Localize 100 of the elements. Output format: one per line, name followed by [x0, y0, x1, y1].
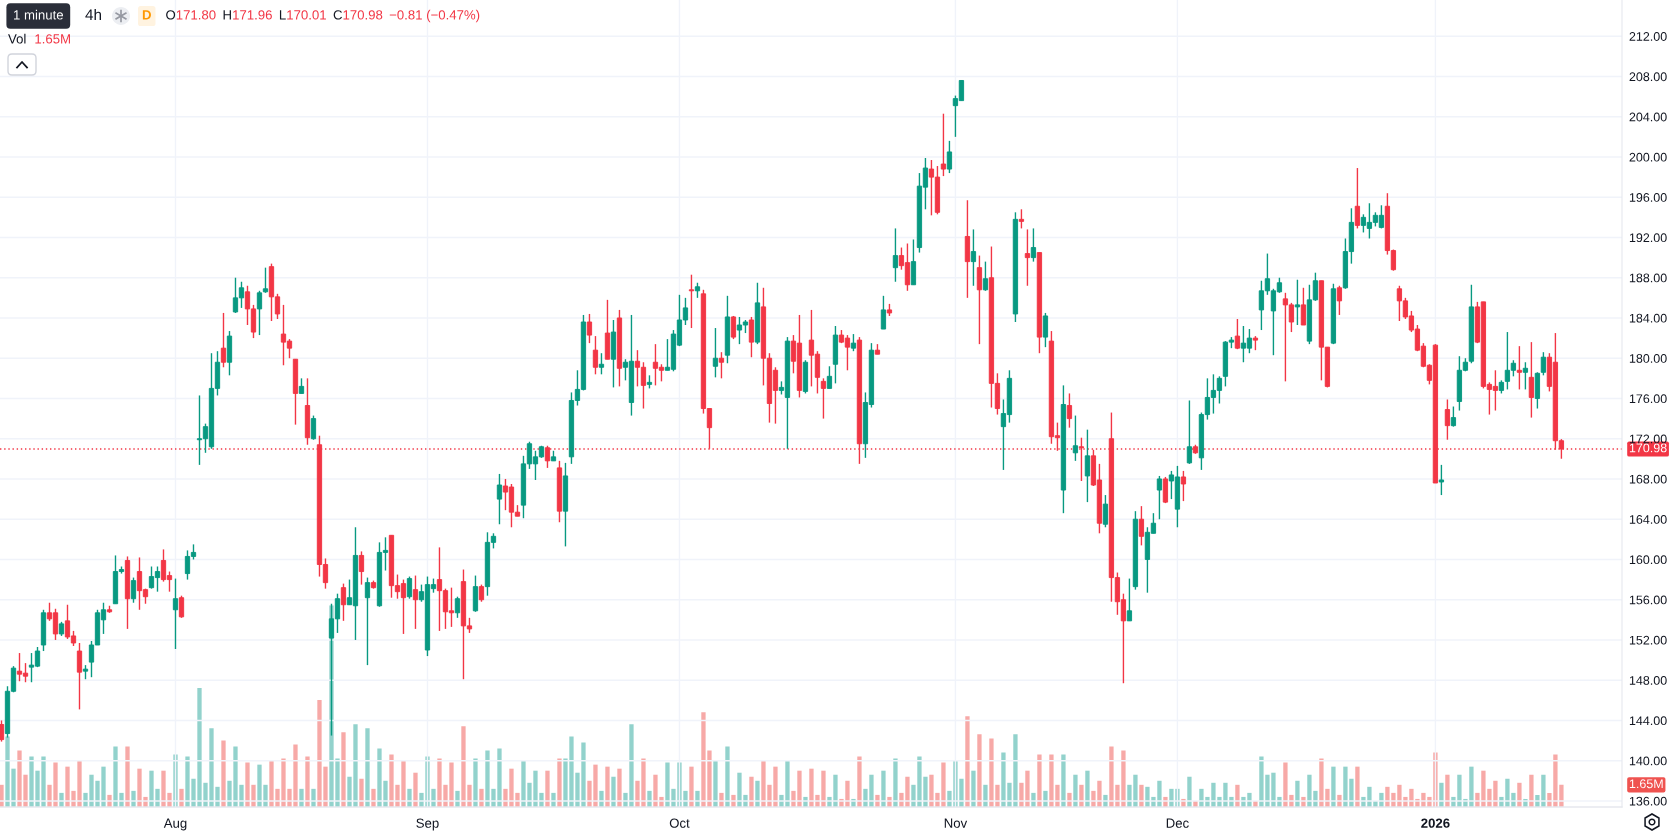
candlestick [1234, 318, 1241, 350]
annotation: 171.80 [176, 10, 216, 20]
annotation: 1 minute [14, 9, 64, 20]
x-tick-label: Aug [163, 818, 187, 831]
y-tick-label: 212.00 [1629, 32, 1667, 41]
candlestick [820, 377, 827, 420]
y-tick-label: 164.00 [1629, 515, 1667, 524]
candlestick [1138, 505, 1145, 547]
x-tick-label: Sep [416, 818, 439, 831]
x-tick-label: Nov [944, 818, 968, 828]
candlestick [1024, 228, 1031, 287]
annotation: D [142, 10, 151, 20]
y-tick-label: 136.00 [1629, 796, 1667, 806]
candlestick [1102, 494, 1109, 528]
x-tick-label: 2026 [1421, 818, 1450, 828]
candlestick [1294, 279, 1301, 326]
bar [59, 792, 64, 807]
candlestick [1450, 405, 1457, 428]
bar [695, 790, 700, 807]
bar [413, 772, 418, 807]
candlestick [1072, 414, 1079, 462]
candlestick [262, 266, 269, 294]
candlestick [592, 335, 599, 376]
y-tick-label: 144.00 [1629, 716, 1667, 726]
bar [305, 756, 310, 807]
bar [893, 758, 898, 807]
candlestick [1540, 351, 1547, 377]
candlestick [76, 642, 83, 711]
bar [1139, 784, 1144, 807]
bar [1031, 792, 1036, 807]
candlestick [1336, 285, 1343, 316]
candlestick [880, 295, 887, 330]
bar [605, 766, 610, 807]
y-tick-label: 160.00 [1629, 555, 1667, 565]
candlestick [454, 596, 461, 619]
annotation: L [279, 10, 286, 20]
bar [455, 790, 460, 807]
candlestick [256, 290, 263, 336]
candlestick [688, 274, 695, 329]
y-tick-label: 152.00 [1629, 635, 1667, 645]
y-tick-label: 188.00 [1629, 273, 1667, 283]
bar [749, 776, 754, 807]
y-tick-label: 200.00 [1629, 152, 1667, 162]
bar [1295, 780, 1300, 807]
candlestick [598, 352, 605, 376]
chart-title: 4h [85, 8, 101, 20]
candlestick [0, 719, 5, 743]
candlestick [946, 140, 953, 174]
bar [299, 788, 304, 807]
bar [755, 780, 760, 807]
bar [179, 788, 184, 807]
y-tick-label: 156.00 [1629, 595, 1667, 605]
bar [545, 770, 550, 807]
bar [1067, 792, 1072, 807]
bar [719, 792, 724, 807]
y-tick-label: 208.00 [1629, 72, 1667, 82]
candlestick [1156, 475, 1163, 520]
candlestick [496, 473, 503, 525]
candlestick [178, 594, 185, 619]
bar [1073, 774, 1078, 807]
bar [1331, 766, 1336, 807]
candlestick [1438, 464, 1445, 496]
bar [977, 734, 982, 807]
candlestick [976, 254, 983, 345]
candlestick [748, 316, 755, 358]
bar [1517, 782, 1522, 807]
bar [125, 746, 130, 807]
annotation: 1.65M [35, 34, 70, 44]
candlestick [130, 576, 137, 604]
bar [617, 768, 622, 807]
annotation: 170.01 [287, 10, 326, 20]
candlestick [412, 574, 419, 630]
bar [341, 732, 346, 807]
y-tick-label: 140.00 [1629, 756, 1667, 766]
y-tick-label: 192.00 [1629, 233, 1667, 243]
bar [857, 756, 862, 807]
candlestick [1300, 287, 1307, 326]
y-tick-label: 172.00 [1629, 434, 1667, 444]
candlestick [586, 313, 593, 344]
bar [1235, 784, 1240, 807]
candlestick [718, 351, 725, 380]
x-tick-label: Dec [1166, 818, 1189, 828]
bar [599, 790, 604, 807]
candlestick [310, 414, 317, 441]
y-tick-label: 196.00 [1629, 193, 1667, 202]
bar [1085, 770, 1090, 807]
candlestick [172, 577, 179, 650]
bar [881, 770, 886, 807]
candlestick [910, 238, 917, 286]
bar [473, 758, 478, 807]
candlestick [1126, 577, 1133, 622]
candlestick [406, 575, 413, 600]
candlestick [358, 550, 365, 586]
text: 1.65M [1629, 779, 1663, 789]
y-tick-label: 180.00 [1629, 354, 1667, 363]
y-tick-label: 168.00 [1629, 474, 1667, 484]
annotation: O [166, 10, 176, 20]
candlestick [1444, 398, 1451, 441]
bar [1079, 784, 1084, 807]
bar [479, 788, 484, 807]
